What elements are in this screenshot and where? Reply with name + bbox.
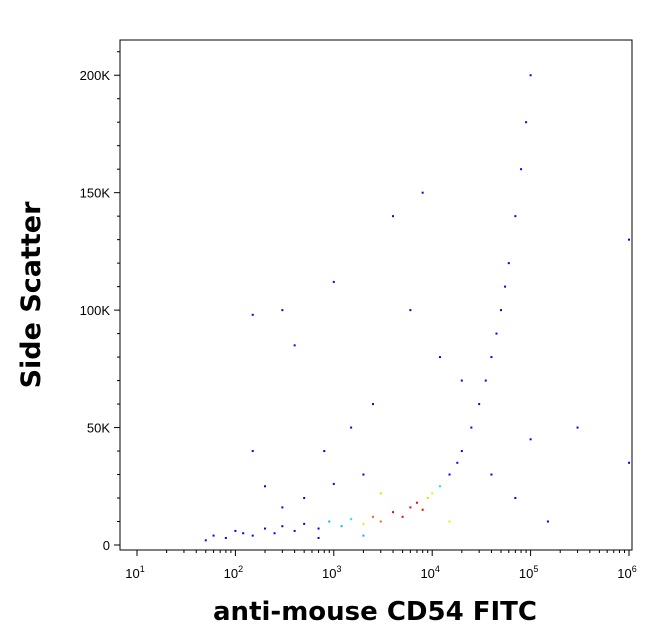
data-point (379, 492, 382, 495)
data-point (242, 532, 245, 535)
data-point (204, 539, 207, 542)
data-point (362, 534, 365, 537)
y-tick-label: 100K (80, 303, 111, 318)
ticks-layer (114, 51, 630, 556)
data-point (224, 536, 227, 539)
data-point (628, 461, 630, 464)
data-point (340, 525, 343, 528)
data-point (251, 313, 254, 316)
data-point (332, 280, 335, 283)
data-point (421, 508, 424, 511)
data-point (328, 520, 331, 523)
data-point (470, 426, 473, 429)
data-point (281, 309, 284, 312)
y-tick-label: 0 (103, 538, 110, 553)
data-point (323, 450, 326, 453)
data-point (438, 356, 441, 359)
data-point (507, 262, 510, 265)
data-point (478, 403, 481, 406)
data-point (484, 379, 487, 382)
data-point (362, 522, 365, 525)
data-point (251, 534, 254, 537)
data-point (293, 529, 296, 532)
data-point (273, 532, 276, 535)
data-point (514, 215, 517, 218)
data-point (350, 518, 353, 521)
data-point (520, 168, 523, 171)
tick-labels-layer: 0 50K 100K 150K 200K 101 102 103 104 105 106 (80, 68, 637, 581)
data-point (350, 426, 353, 429)
x-tick-label: 105 (519, 564, 538, 581)
data-point (525, 121, 528, 124)
x-tick-label: 101 (125, 564, 144, 581)
data-point (431, 492, 434, 495)
data-point (264, 527, 267, 530)
x-tick-label: 102 (224, 564, 243, 581)
data-point (529, 74, 532, 77)
x-tick-label: 104 (420, 564, 439, 581)
y-tick-label: 50K (87, 421, 110, 436)
points-layer (204, 74, 630, 542)
x-axis-title: anti-mouse CD54 FITC (213, 597, 537, 627)
data-point (332, 482, 335, 485)
data-point (438, 485, 441, 488)
data-point (371, 515, 374, 518)
data-point (264, 485, 267, 488)
data-point (401, 515, 404, 518)
y-axis-title: Side Scatter (16, 201, 47, 389)
data-point (234, 529, 237, 532)
data-point (504, 285, 507, 288)
data-point (628, 238, 630, 241)
data-point (546, 520, 549, 523)
data-point (448, 473, 451, 476)
y-tick-label: 200K (80, 68, 111, 83)
data-point (514, 497, 517, 500)
data-point (421, 191, 424, 194)
data-point (490, 356, 493, 359)
x-tick-label: 103 (322, 564, 341, 581)
data-point (409, 309, 412, 312)
data-point (409, 506, 412, 509)
data-point (212, 534, 215, 537)
data-point (495, 332, 498, 335)
data-point (303, 497, 306, 500)
data-point (415, 501, 418, 504)
data-point (576, 426, 579, 429)
data-point (362, 473, 365, 476)
x-tick-label: 106 (617, 564, 636, 581)
y-tick-label: 150K (80, 186, 111, 201)
plot-area (119, 39, 633, 551)
data-point (460, 379, 463, 382)
data-point (499, 309, 502, 312)
data-point (460, 450, 463, 453)
data-point (490, 473, 493, 476)
data-point (448, 520, 451, 523)
data-point (426, 497, 429, 500)
data-point (251, 450, 254, 453)
data-point (317, 536, 320, 539)
data-point (303, 522, 306, 525)
data-point (379, 520, 382, 523)
data-point (371, 403, 374, 406)
data-point (293, 344, 296, 347)
data-point (456, 461, 459, 464)
data-point (317, 527, 320, 530)
data-point (392, 215, 395, 218)
data-point (529, 438, 532, 441)
data-point (392, 511, 395, 514)
data-point (281, 506, 284, 509)
data-point (281, 525, 284, 528)
